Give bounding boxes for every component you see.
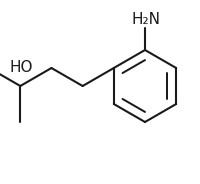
Text: H₂N: H₂N: [131, 13, 160, 27]
Text: HO: HO: [10, 61, 33, 75]
